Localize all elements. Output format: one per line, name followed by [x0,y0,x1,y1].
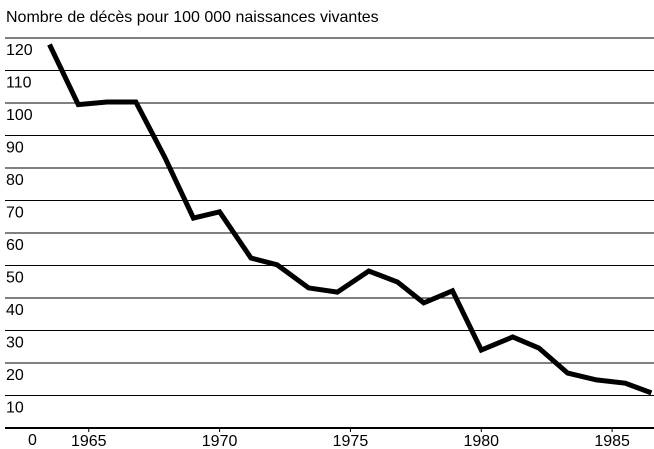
x-tick-label: 1965 [71,433,107,449]
chart-title: Nombre de décès pour 100 000 naissances … [6,9,379,26]
x-tick-label: 1985 [594,433,630,449]
x-tick-label: 1970 [202,433,238,449]
data-line [47,43,653,396]
y-tick-label: 50 [6,270,24,287]
y-tick-label: 70 [6,205,24,222]
y-tick-label: 100 [6,107,33,124]
x-tick-label: 1975 [333,433,369,449]
y-tick-label: 90 [6,140,24,157]
y-tick-label: 20 [6,367,24,384]
y-tick-label: 10 [6,400,24,417]
y-tick-label: 80 [6,172,24,189]
y-tick-label: 40 [6,302,24,319]
y-tick-label: 0 [28,432,37,449]
y-tick-label: 110 [6,75,32,92]
y-tick-label: 120 [6,42,33,59]
y-tick-label: 60 [6,237,24,254]
y-tick-label: 30 [6,335,24,352]
x-tick-label: 1980 [463,433,499,449]
